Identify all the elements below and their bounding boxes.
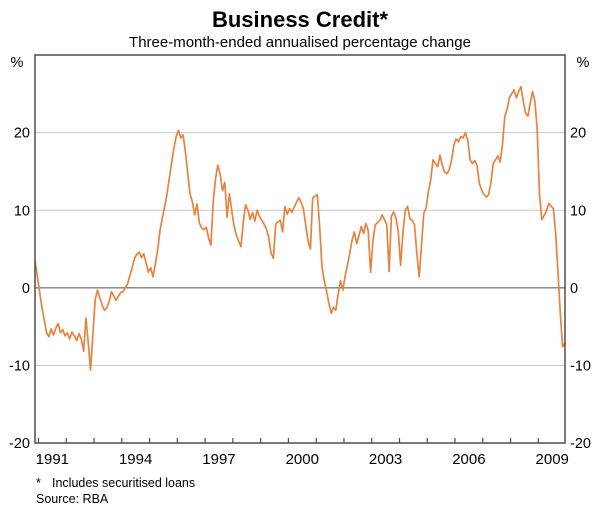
y-tick-label-right-20: 20 (570, 126, 586, 142)
chart-subtitle: Three-month-ended annualised percentage … (129, 34, 471, 51)
footnote-asterisk: * (36, 476, 41, 490)
x-axis-year-ticks (37, 438, 539, 443)
y-tick-label-left--20: -20 (9, 436, 30, 452)
y-axis-tick-labels: 20 20 10 10 0 0 -10 -10 -20 -20 (9, 126, 591, 452)
x-year-label-2006: 2006 (452, 451, 485, 468)
footnote-text: Includes securitised loans (52, 476, 195, 490)
y-tick-label-left-0: 0 (22, 281, 30, 297)
chart-title: Business Credit* (212, 7, 388, 32)
plot-area-frame (34, 54, 566, 444)
y-tick-label-left--10: -10 (9, 358, 30, 374)
y-tick-label-right--20: -20 (570, 436, 591, 452)
y-tick-label-right-10: 10 (570, 203, 586, 219)
source-text: Source: RBA (36, 492, 109, 506)
horizontal-gridlines (35, 132, 565, 366)
y-axis-unit-left: % (11, 55, 24, 71)
x-year-label-2009: 2009 (536, 451, 569, 468)
x-year-label-1991: 1991 (36, 451, 69, 468)
x-year-label-1997: 1997 (202, 451, 235, 468)
y-tick-label-left-20: 20 (14, 126, 30, 142)
x-axis-year-labels: 1991 1994 1997 2000 2003 2006 2009 (36, 451, 569, 468)
credit-line-series (34, 85, 566, 371)
x-year-label-2003: 2003 (369, 451, 402, 468)
y-tick-label-right-0: 0 (570, 281, 578, 297)
y-tick-label-left-10: 10 (14, 203, 30, 219)
business-credit-line (34, 85, 566, 371)
y-tick-label-right--10: -10 (570, 358, 591, 374)
x-year-label-1994: 1994 (119, 451, 152, 468)
x-year-label-2000: 2000 (286, 451, 319, 468)
y-axis-unit-right: % (577, 55, 590, 71)
